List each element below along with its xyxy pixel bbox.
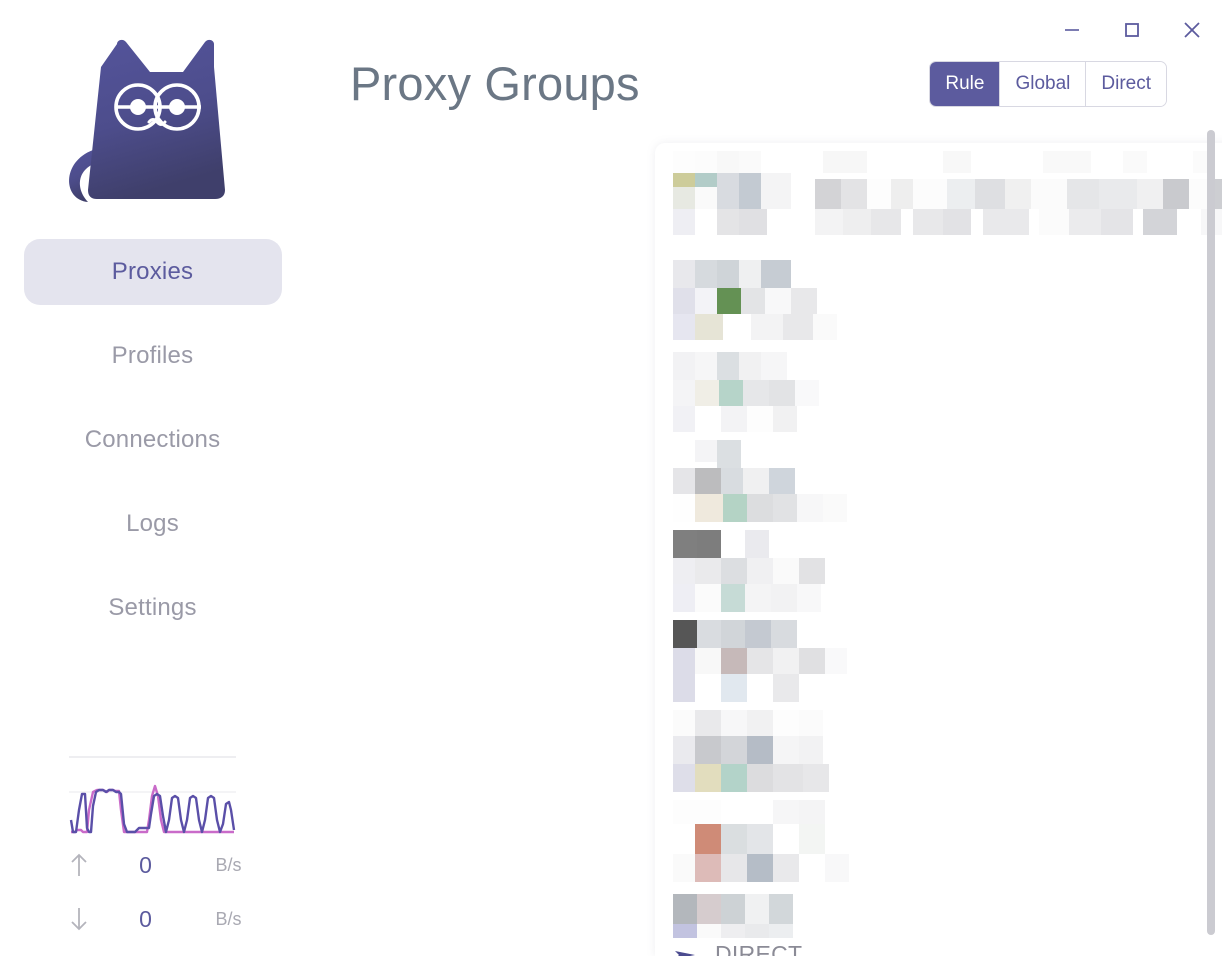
mode-button-global[interactable]: Global	[1000, 61, 1087, 106]
traffic-sparkline	[69, 780, 236, 838]
proxy-group-row[interactable]	[655, 143, 1222, 260]
sidebar-item-label: Settings	[108, 594, 197, 621]
proxy-group-row[interactable]	[655, 260, 1222, 350]
sidebar-item-label: Connections	[84, 426, 221, 453]
proxy-group-row[interactable]	[655, 710, 1222, 800]
proxy-groups-card: DIRECT	[655, 143, 1222, 956]
traffic-widget: 0 B/s 0 B/s	[0, 756, 305, 956]
cat-logo-icon	[68, 39, 225, 202]
proxy-mode-switch: Rule Global Direct	[929, 60, 1167, 107]
arrow-up-icon	[64, 852, 94, 878]
upload-speed-value: 0	[139, 851, 152, 878]
proxy-group-row[interactable]	[655, 800, 1222, 890]
upload-speed-unit: B/s	[215, 854, 242, 875]
redacted-group-content	[673, 352, 973, 434]
mode-button-rule[interactable]: Rule	[930, 61, 1001, 106]
direct-label: DIRECT	[715, 941, 803, 956]
sidebar-item-logs[interactable]: Logs	[24, 491, 282, 557]
mode-button-direct[interactable]: Direct	[1086, 61, 1166, 106]
sidebar: Proxies Profiles Connections Logs Settin…	[0, 0, 305, 956]
scrollbar-track[interactable]	[1206, 100, 1216, 956]
traffic-chart-icon	[69, 784, 236, 834]
redacted-group-content	[673, 151, 1222, 251]
main-content: Proxy Groups Rule Global Direct	[305, 0, 1222, 956]
sidebar-nav: Proxies Profiles Connections Logs Settin…	[0, 239, 305, 659]
maximize-icon	[1125, 23, 1139, 37]
maximize-button[interactable]	[1102, 7, 1162, 53]
redacted-group-content	[673, 620, 973, 706]
page-title: Proxy Groups	[350, 57, 640, 110]
minimize-icon	[1065, 29, 1079, 31]
direct-proxy-entry[interactable]: DIRECT	[673, 941, 802, 956]
proxy-group-row[interactable]	[655, 350, 1222, 440]
traffic-download-row: 0 B/s	[62, 892, 244, 946]
sidebar-item-proxies[interactable]: Proxies	[23, 239, 282, 305]
sidebar-item-profiles[interactable]: Profiles	[24, 323, 282, 389]
scrollbar-thumb[interactable]	[1207, 130, 1215, 935]
redacted-group-content	[673, 440, 973, 526]
window-controls	[1042, 0, 1222, 60]
sidebar-item-label: Profiles	[111, 342, 194, 369]
proxy-group-row[interactable]: DIRECT	[655, 890, 1222, 956]
sidebar-item-label: Logs	[126, 510, 179, 537]
redacted-group-content	[673, 260, 973, 346]
minimize-button[interactable]	[1042, 7, 1102, 53]
redacted-group-content	[673, 710, 973, 796]
redacted-group-content	[673, 800, 973, 886]
sidebar-item-settings[interactable]: Settings	[24, 575, 282, 641]
proxy-group-row[interactable]	[655, 440, 1222, 530]
sidebar-item-label: Proxies	[111, 258, 194, 285]
download-speed-value: 0	[139, 905, 152, 932]
traffic-upload-row: 0 B/s	[62, 838, 244, 892]
close-button[interactable]	[1162, 7, 1222, 53]
redacted-group-content	[673, 894, 973, 938]
sidebar-item-connections[interactable]: Connections	[24, 407, 282, 473]
proxy-group-row[interactable]	[655, 620, 1222, 710]
arrow-down-icon	[64, 906, 94, 932]
close-icon	[1184, 22, 1200, 38]
clash-cat-logo	[53, 22, 253, 227]
traffic-divider	[69, 756, 236, 758]
page-header: Proxy Groups Rule Global Direct	[350, 0, 1222, 143]
send-arrow-icon	[673, 945, 699, 956]
proxy-group-row[interactable]	[655, 530, 1222, 620]
download-speed-unit: B/s	[215, 908, 242, 929]
redacted-group-content	[673, 530, 973, 616]
